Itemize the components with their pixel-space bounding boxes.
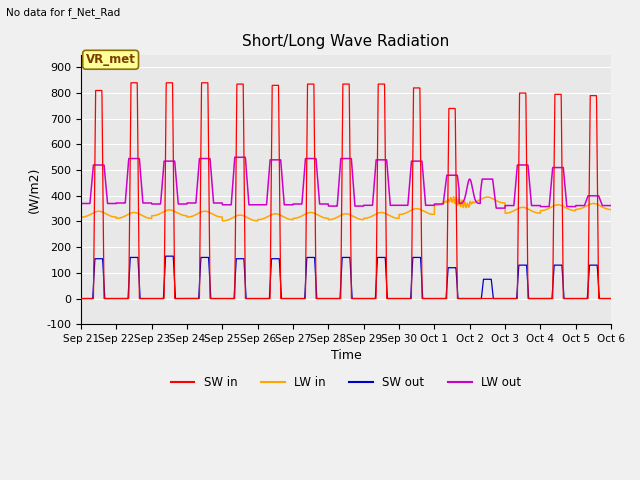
LW out <box>398 203 406 208</box>
SW in <box>407 296 415 301</box>
LW in <box>450 194 458 200</box>
Y-axis label: (W/m2): (W/m2) <box>28 166 41 213</box>
Line: SW in: SW in <box>81 83 611 299</box>
SW out <box>607 296 614 301</box>
LW out <box>77 201 85 206</box>
LW in <box>407 207 415 213</box>
Line: LW in: LW in <box>81 197 611 221</box>
SW in <box>225 296 233 301</box>
SW out <box>398 296 406 301</box>
LW in <box>225 216 233 222</box>
LW in <box>607 207 614 213</box>
SW out <box>191 296 198 301</box>
LW out <box>231 155 239 160</box>
LW out <box>407 165 415 170</box>
LW in <box>219 218 227 224</box>
SW in <box>607 296 615 301</box>
Text: No data for f_Net_Rad: No data for f_Net_Rad <box>6 7 121 18</box>
LW out <box>607 203 615 208</box>
LW in <box>557 203 564 208</box>
LW in <box>398 211 406 217</box>
LW in <box>77 215 85 220</box>
Title: Short/Long Wave Radiation: Short/Long Wave Radiation <box>243 34 450 49</box>
SW in <box>557 92 564 97</box>
SW in <box>398 296 406 301</box>
Line: SW out: SW out <box>81 256 611 299</box>
Legend: SW in, LW in, SW out, LW out: SW in, LW in, SW out, LW out <box>166 372 526 394</box>
SW out <box>225 296 233 301</box>
LW out <box>492 205 500 211</box>
SW out <box>607 296 615 301</box>
LW out <box>557 165 564 170</box>
LW out <box>607 203 614 208</box>
LW in <box>607 207 615 213</box>
SW in <box>607 296 614 301</box>
SW out <box>77 296 85 301</box>
SW in <box>77 296 85 301</box>
SW in <box>127 80 135 85</box>
SW out <box>557 262 564 268</box>
SW out <box>162 253 170 259</box>
SW out <box>407 291 415 297</box>
SW in <box>191 296 198 301</box>
Line: LW out: LW out <box>81 157 611 208</box>
LW in <box>191 213 198 218</box>
LW out <box>225 202 233 208</box>
LW out <box>191 200 198 206</box>
X-axis label: Time: Time <box>331 349 362 362</box>
Text: VR_met: VR_met <box>86 53 136 66</box>
